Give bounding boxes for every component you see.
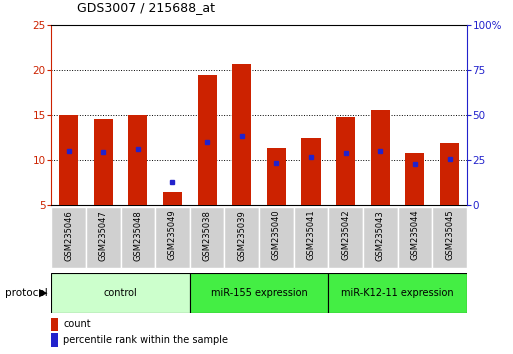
Text: GSM235041: GSM235041 xyxy=(306,210,315,261)
Bar xyxy=(302,138,321,205)
FancyBboxPatch shape xyxy=(51,207,86,268)
FancyBboxPatch shape xyxy=(121,207,155,268)
FancyBboxPatch shape xyxy=(259,207,293,268)
Text: miR-K12-11 expression: miR-K12-11 expression xyxy=(341,288,454,298)
Text: GSM235038: GSM235038 xyxy=(203,210,212,261)
Bar xyxy=(198,75,216,205)
Bar xyxy=(94,119,113,205)
FancyBboxPatch shape xyxy=(86,207,121,268)
Text: GSM235047: GSM235047 xyxy=(98,210,108,261)
FancyBboxPatch shape xyxy=(432,207,467,268)
FancyBboxPatch shape xyxy=(155,207,190,268)
Bar xyxy=(405,153,424,205)
Text: GSM235040: GSM235040 xyxy=(272,210,281,261)
FancyBboxPatch shape xyxy=(328,207,363,268)
FancyBboxPatch shape xyxy=(190,273,328,313)
Bar xyxy=(440,143,459,205)
Text: GSM235049: GSM235049 xyxy=(168,210,177,261)
Bar xyxy=(163,192,182,205)
Text: GSM235045: GSM235045 xyxy=(445,210,454,261)
Text: protocol: protocol xyxy=(5,288,48,298)
Bar xyxy=(59,115,78,205)
FancyBboxPatch shape xyxy=(293,207,328,268)
Bar xyxy=(128,115,147,205)
Bar xyxy=(232,64,251,205)
FancyBboxPatch shape xyxy=(190,207,225,268)
Text: GDS3007 / 215688_at: GDS3007 / 215688_at xyxy=(77,1,215,14)
FancyBboxPatch shape xyxy=(363,207,398,268)
FancyBboxPatch shape xyxy=(225,207,259,268)
Bar xyxy=(336,117,355,205)
Text: control: control xyxy=(104,288,137,298)
Bar xyxy=(267,148,286,205)
Text: percentile rank within the sample: percentile rank within the sample xyxy=(63,335,228,345)
Text: GSM235042: GSM235042 xyxy=(341,210,350,261)
FancyBboxPatch shape xyxy=(51,273,190,313)
Bar xyxy=(51,333,58,347)
FancyBboxPatch shape xyxy=(398,207,432,268)
Text: count: count xyxy=(63,319,91,329)
Text: GSM235046: GSM235046 xyxy=(64,210,73,261)
Bar xyxy=(371,110,390,205)
Text: GSM235044: GSM235044 xyxy=(410,210,420,261)
Text: ▶: ▶ xyxy=(38,288,47,298)
Text: GSM235039: GSM235039 xyxy=(237,210,246,261)
Text: GSM235043: GSM235043 xyxy=(376,210,385,261)
FancyBboxPatch shape xyxy=(328,273,467,313)
Bar xyxy=(51,318,58,331)
Text: miR-155 expression: miR-155 expression xyxy=(211,288,307,298)
Text: GSM235048: GSM235048 xyxy=(133,210,143,261)
